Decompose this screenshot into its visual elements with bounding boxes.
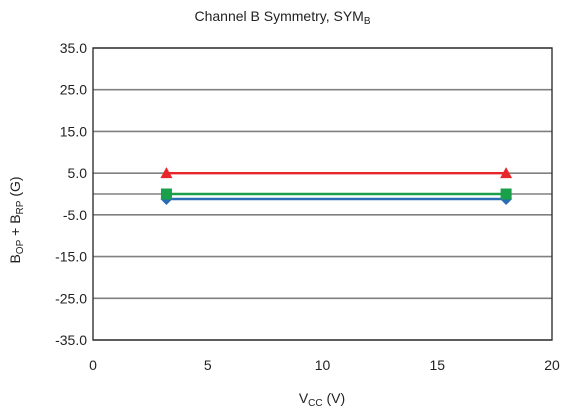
y-tick-label: -5.0 (63, 207, 87, 223)
y-tick-label: 15.0 (60, 123, 87, 139)
y-tick-label: 5.0 (68, 165, 88, 181)
y-axis-label: BOP + BRP (G) (7, 176, 26, 264)
x-tick-label: 10 (315, 357, 331, 373)
data-point-triangle (160, 167, 173, 179)
data-point-triangle (500, 167, 513, 179)
chart-title: Channel B Symmetry, SYMB (194, 8, 371, 27)
y-tick-label: -15.0 (55, 249, 87, 265)
y-tick-label: -35.0 (55, 332, 87, 348)
x-tick-label: 5 (204, 357, 212, 373)
y-tick-label: -25.0 (55, 290, 87, 306)
y-tick-label: 35.0 (60, 40, 87, 56)
x-tick-label: 15 (429, 357, 445, 373)
x-tick-label: 20 (544, 357, 560, 373)
x-tick-label: 0 (89, 357, 97, 373)
data-point-square (500, 188, 512, 200)
plot-area (92, 47, 553, 341)
data-point-square (160, 188, 172, 200)
y-tick-label: 25.0 (60, 82, 87, 98)
x-axis-label: VCC (V) (298, 390, 346, 409)
